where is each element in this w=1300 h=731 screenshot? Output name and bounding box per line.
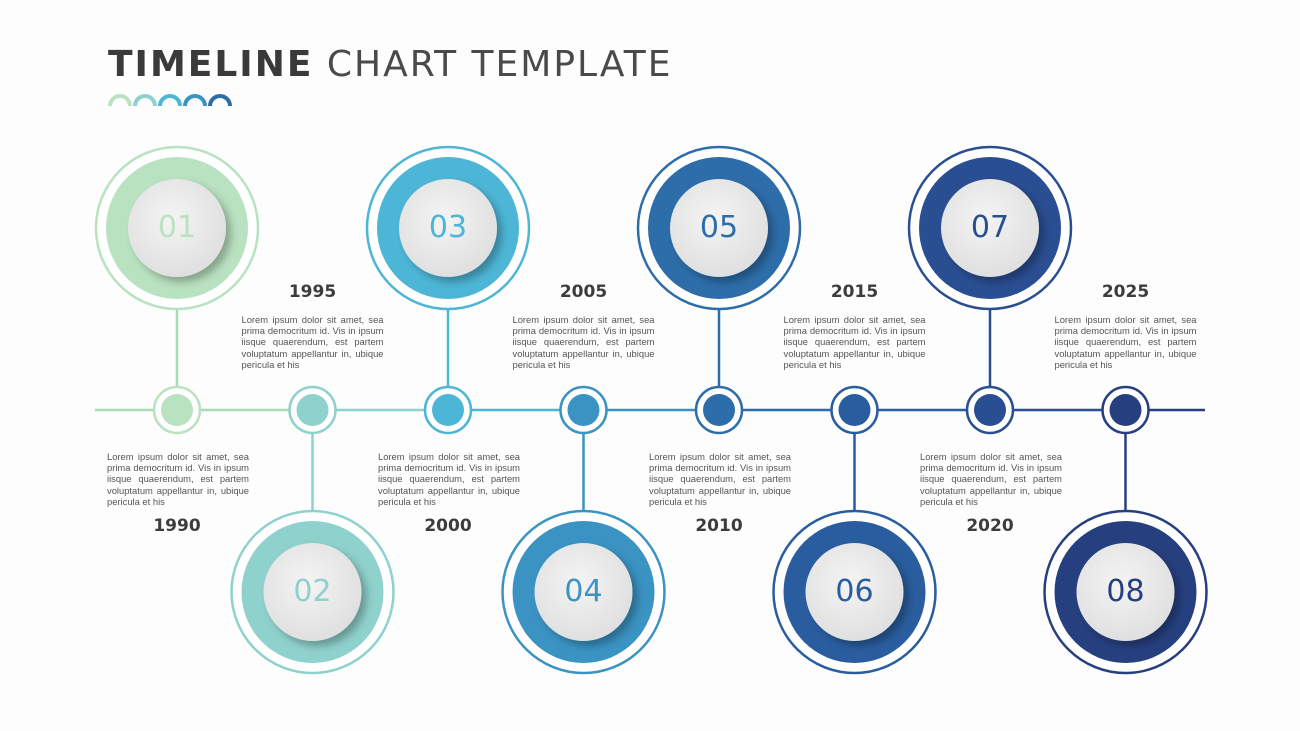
milestone-inner-disc bbox=[399, 179, 497, 277]
milestone-number: 08 bbox=[1106, 574, 1145, 609]
milestone-number: 02 bbox=[293, 574, 332, 609]
axis-node-dot bbox=[703, 394, 735, 426]
milestone-inner-disc bbox=[1076, 543, 1175, 641]
milestone-description: Lorem ipsum dolor sit amet, sea prima de… bbox=[512, 314, 655, 370]
axis-node-dot bbox=[974, 394, 1006, 426]
milestone-inner-disc bbox=[128, 179, 226, 277]
milestone-description: Lorem ipsum dolor sit amet, sea prima de… bbox=[649, 451, 791, 507]
axis-node-dot bbox=[838, 394, 871, 426]
milestone-number: 01 bbox=[157, 210, 197, 245]
milestone-inner-disc bbox=[263, 543, 362, 641]
milestone-inner-disc bbox=[941, 179, 1039, 277]
milestone-description: Lorem ipsum dolor sit amet, sea prima de… bbox=[920, 451, 1062, 507]
axis-node-dot bbox=[432, 394, 464, 426]
milestone-number: 04 bbox=[564, 574, 603, 609]
milestone-number: 06 bbox=[835, 574, 874, 609]
milestone-inner-disc bbox=[670, 179, 768, 277]
milestone-number: 03 bbox=[428, 210, 468, 245]
axis-node-dot bbox=[296, 394, 329, 426]
milestone-year: 2010 bbox=[695, 516, 743, 536]
axis-node-dot bbox=[567, 394, 600, 426]
milestone-year: 1995 bbox=[288, 282, 337, 302]
milestone-number: 05 bbox=[699, 210, 739, 245]
title-light: CHART TEMPLATE bbox=[326, 44, 673, 85]
milestone-description: Lorem ipsum dolor sit amet, sea prima de… bbox=[107, 451, 249, 507]
milestone-description: Lorem ipsum dolor sit amet, sea prima de… bbox=[241, 314, 384, 370]
axis-node-dot bbox=[1109, 394, 1142, 426]
title-decoration bbox=[108, 94, 232, 107]
milestone-year: 2000 bbox=[424, 516, 472, 536]
milestone-inner-disc bbox=[805, 543, 904, 641]
milestone-number: 07 bbox=[970, 210, 1010, 245]
milestone-inner-disc bbox=[534, 543, 633, 641]
title-bold: TIMELINE bbox=[108, 44, 314, 85]
milestone-year: 2005 bbox=[559, 282, 608, 302]
milestone-description: Lorem ipsum dolor sit amet, sea prima de… bbox=[783, 314, 926, 370]
milestone-year: 2015 bbox=[830, 282, 879, 302]
milestone-year: 2025 bbox=[1101, 282, 1150, 302]
milestone-year: 2020 bbox=[966, 516, 1014, 536]
axis-node-dot bbox=[161, 394, 193, 426]
page-title: TIMELINE CHART TEMPLATE bbox=[108, 44, 673, 85]
milestone-description: Lorem ipsum dolor sit amet, sea prima de… bbox=[378, 451, 520, 507]
milestone-year: 1990 bbox=[153, 516, 201, 536]
milestone-description: Lorem ipsum dolor sit amet, sea prima de… bbox=[1054, 314, 1197, 370]
